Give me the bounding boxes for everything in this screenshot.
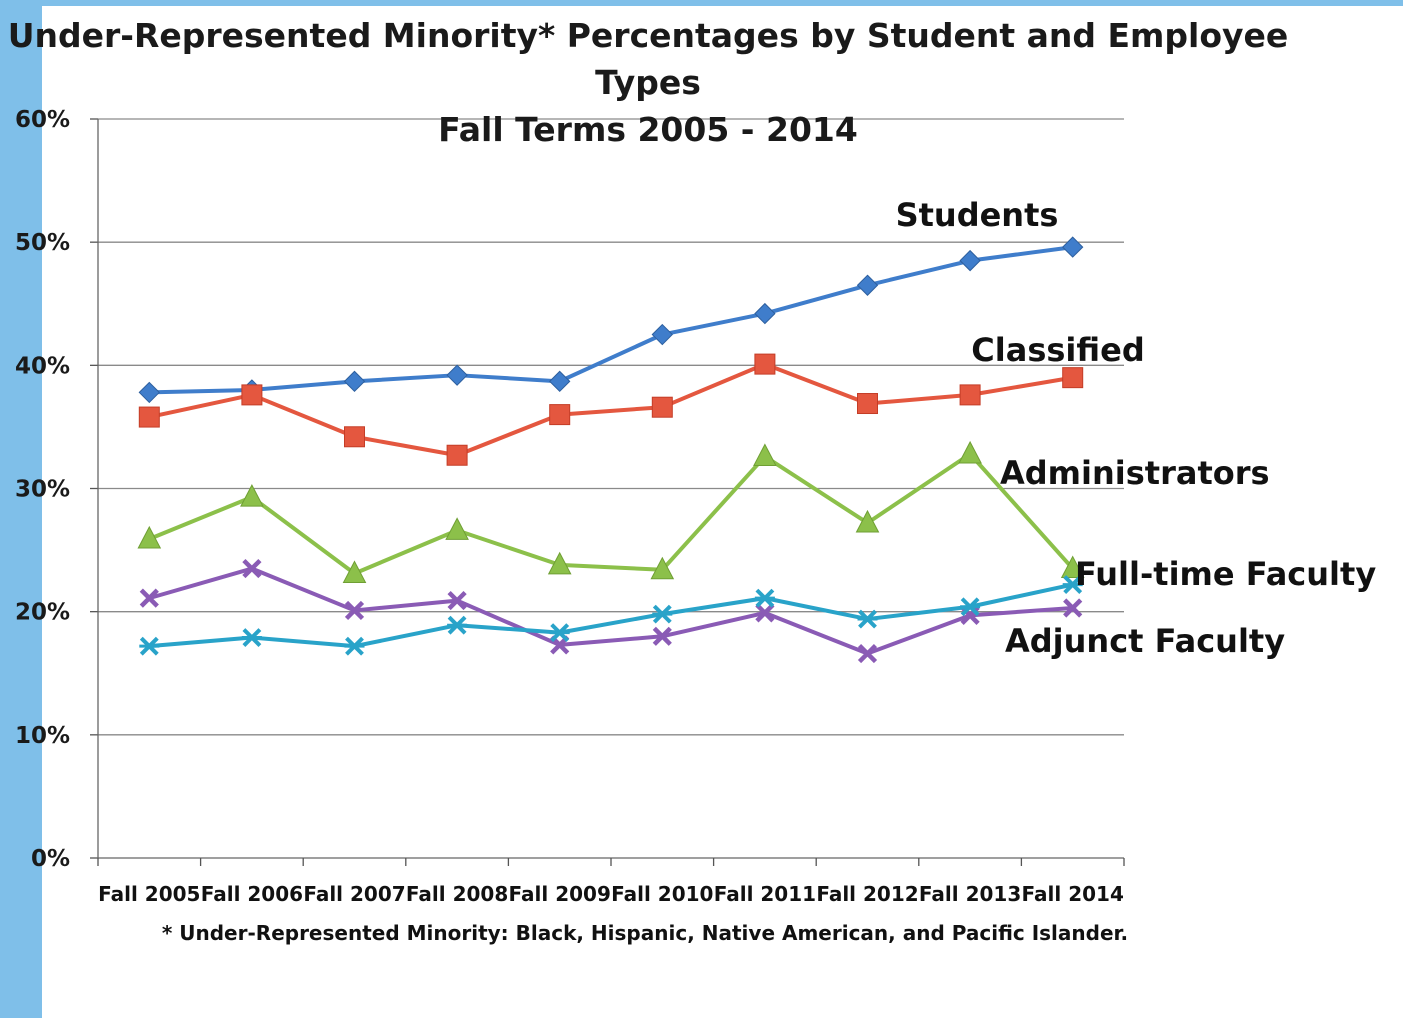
x-tick-label: Fall 2014 bbox=[1022, 882, 1124, 906]
data-point bbox=[1063, 598, 1083, 618]
data-point bbox=[342, 560, 367, 583]
series-students bbox=[138, 236, 1084, 404]
series-administrators bbox=[137, 440, 1085, 583]
data-point bbox=[344, 426, 365, 448]
data-point bbox=[754, 302, 776, 325]
series-group bbox=[137, 236, 1085, 664]
series-label-students: Students bbox=[896, 196, 1059, 234]
data-point bbox=[242, 558, 262, 579]
y-tick-label: 20% bbox=[15, 600, 70, 626]
data-point bbox=[549, 404, 571, 426]
data-point bbox=[753, 443, 777, 466]
data-point bbox=[959, 249, 981, 272]
x-tick-label: Fall 2006 bbox=[201, 882, 303, 906]
data-point bbox=[754, 353, 776, 375]
chart-title-line-2: Types bbox=[595, 63, 701, 102]
data-point bbox=[446, 444, 468, 466]
data-point bbox=[548, 370, 571, 393]
x-tick-label: Fall 2008 bbox=[406, 882, 508, 906]
x-tick-label: Fall 2007 bbox=[303, 882, 405, 906]
data-point bbox=[857, 393, 878, 415]
data-point-stroke bbox=[652, 626, 672, 646]
data-point bbox=[857, 609, 878, 629]
data-point-stroke bbox=[139, 588, 159, 608]
chart-title-line-1: Under-Represented Minority* Percentages … bbox=[8, 16, 1289, 55]
data-point bbox=[240, 484, 264, 507]
data-point bbox=[755, 603, 775, 623]
data-point bbox=[344, 636, 365, 656]
series-classified bbox=[138, 353, 1084, 466]
series-line-classified bbox=[148, 362, 1074, 458]
data-point bbox=[139, 588, 159, 608]
data-point bbox=[652, 604, 673, 624]
y-axis-ticks: 0% 10% 20% 30% 40% 50% 60% bbox=[15, 107, 70, 872]
series-label-adjunct-faculty: Adjunct Faculty bbox=[1005, 622, 1285, 660]
x-axis-ticks: Fall 2005 Fall 2006 Fall 2007 Fall 2008 Fall… bbox=[98, 882, 1124, 906]
series-full-time-faculty bbox=[139, 575, 1083, 656]
series-adjunct-faculty bbox=[139, 558, 1083, 664]
series-label-administrators: Administrators bbox=[1000, 454, 1270, 492]
data-point-stroke bbox=[447, 590, 467, 611]
data-point bbox=[138, 381, 161, 404]
x-tick-label: Fall 2011 bbox=[714, 882, 816, 906]
x-tick-label: Fall 2005 bbox=[98, 882, 200, 906]
y-tick-label: 30% bbox=[15, 477, 70, 503]
x-tick-label: Fall 2013 bbox=[919, 882, 1021, 906]
data-point bbox=[241, 628, 262, 647]
y-tick-label: 50% bbox=[15, 230, 70, 256]
data-point bbox=[549, 623, 570, 643]
data-point bbox=[855, 509, 880, 533]
y-tick-label: 40% bbox=[15, 353, 70, 379]
data-point-stroke bbox=[1063, 598, 1083, 618]
data-point-stroke bbox=[857, 643, 878, 664]
x-tick-label: Fall 2012 bbox=[816, 882, 918, 906]
data-point bbox=[958, 440, 982, 464]
data-point bbox=[343, 370, 366, 393]
series-line-full-time-faculty bbox=[149, 582, 1074, 649]
data-point-stroke bbox=[344, 600, 365, 621]
series-label-full-time-faculty: Full-time Faculty bbox=[1075, 555, 1376, 593]
series-label-classified: Classified bbox=[971, 331, 1144, 369]
gridlines bbox=[98, 118, 1124, 736]
data-point bbox=[650, 556, 675, 580]
data-point bbox=[960, 597, 981, 617]
chart-subtitle: Fall Terms 2005 - 2014 bbox=[438, 110, 858, 149]
data-point bbox=[651, 323, 674, 346]
series-line-students bbox=[149, 245, 1073, 395]
axes bbox=[90, 118, 1125, 866]
data-point bbox=[959, 384, 981, 406]
data-point bbox=[344, 600, 365, 621]
data-point bbox=[139, 636, 160, 656]
data-point bbox=[241, 384, 263, 406]
data-point bbox=[138, 406, 160, 428]
data-point bbox=[857, 643, 878, 664]
series-line-administrators bbox=[148, 452, 1075, 576]
data-point bbox=[1061, 236, 1084, 258]
series-line-adjunct-faculty bbox=[148, 566, 1073, 656]
series-labels: Students Classified Administrators Adjunct … bbox=[896, 196, 1377, 660]
data-point bbox=[445, 517, 469, 540]
data-point bbox=[446, 364, 468, 386]
x-tick-label: Fall 2010 bbox=[611, 882, 713, 906]
y-tick-label: 60% bbox=[15, 107, 70, 133]
x-tick-label: Fall 2009 bbox=[509, 882, 611, 906]
data-point bbox=[547, 551, 572, 575]
data-point bbox=[447, 590, 467, 611]
data-point bbox=[1062, 575, 1083, 594]
data-point bbox=[1062, 367, 1084, 389]
data-point-stroke bbox=[755, 603, 775, 623]
data-point bbox=[447, 615, 468, 635]
data-point bbox=[652, 626, 672, 646]
data-point bbox=[137, 525, 162, 549]
y-tick-label: 10% bbox=[15, 723, 70, 749]
data-point bbox=[1060, 555, 1085, 579]
y-tick-label: 0% bbox=[31, 846, 70, 872]
data-point bbox=[651, 396, 673, 418]
data-point bbox=[754, 588, 775, 608]
chart-footnote: * Under-Represented Minority: Black, His… bbox=[162, 921, 1128, 945]
data-point-stroke bbox=[242, 558, 262, 579]
data-point bbox=[856, 274, 879, 296]
